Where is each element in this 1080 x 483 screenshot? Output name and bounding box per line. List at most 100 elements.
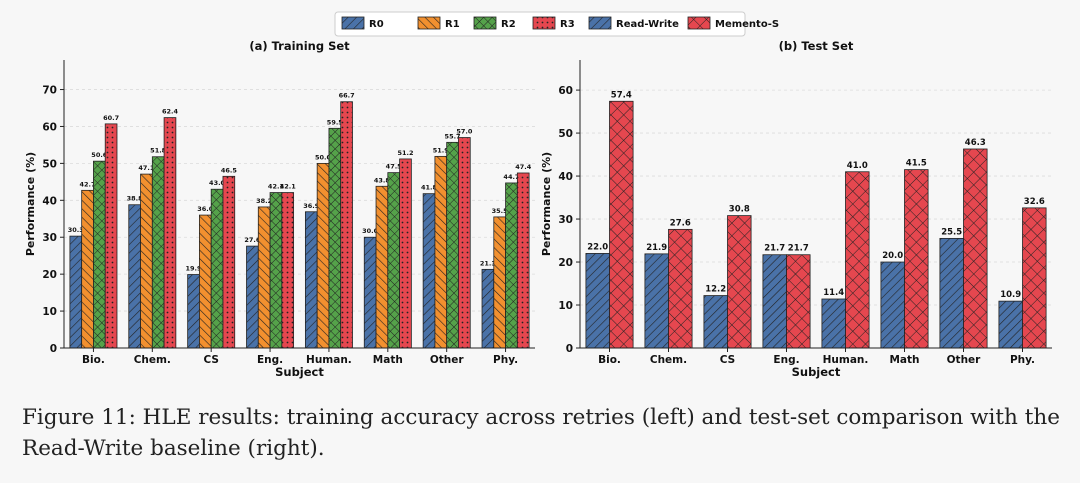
bar-hatch [446, 142, 459, 348]
test-set-chart: 0 10 20 30 40 50 60 22.0 57.4 Bio. 21.9 27.6 Chem. 12… [540, 39, 1052, 379]
data-label: 46.5 [221, 166, 238, 174]
x-axis-label: Subject [792, 365, 841, 379]
bar-hatch [81, 190, 94, 348]
bar-hatch [164, 117, 176, 348]
bar-hatch [482, 269, 494, 348]
data-label: 36.0 [197, 205, 214, 213]
data-label: 60.7 [103, 114, 119, 122]
legend-label-memento-s: Memento-S [715, 19, 779, 30]
x-tick-label: Human. [823, 354, 869, 366]
figure-caption: Figure 11: HLE results: training accurac… [22, 405, 1060, 461]
y-tick-label: 10 [42, 306, 57, 318]
x-tick-label: Human. [306, 354, 352, 366]
y-tick-label: 50 [558, 128, 573, 140]
legend-label-r3: R3 [560, 19, 575, 30]
x-tick-label: Math [889, 354, 919, 366]
legend-label-r0: R0 [369, 19, 384, 30]
bar-hatch [727, 215, 752, 348]
data-label: 21.7 [764, 244, 785, 254]
y-tick-label: 50 [42, 158, 57, 170]
bar-hatch [963, 148, 988, 348]
bar-hatch [93, 161, 106, 348]
x-tick-label: CS [720, 354, 735, 366]
y-tick-label: 30 [42, 232, 57, 244]
data-label: 47.5 [386, 163, 403, 171]
data-label: 27.6 [670, 218, 691, 228]
bar-hatch [517, 172, 530, 348]
y-tick-label: 20 [42, 269, 57, 281]
bar-hatch [1022, 207, 1047, 348]
chart-title: (a) Training Set [249, 39, 350, 53]
y-tick-label: 30 [558, 214, 573, 226]
data-label: 47.1 [138, 164, 155, 172]
data-label: 50.0 [315, 153, 332, 161]
training-set-chart: 0 10 20 30 40 50 60 70 30.3 42.7 50.6 60.7 Bio. 38.8 4… [24, 39, 535, 379]
data-label: 43.8 [374, 176, 391, 184]
bar-hatch [364, 237, 377, 348]
bar-hatch [845, 171, 870, 348]
bar-hatch [246, 246, 259, 348]
data-label: 41.5 [906, 159, 927, 169]
legend-swatch-hatch [342, 17, 364, 29]
data-label: 30.3 [68, 226, 84, 234]
bar-hatch [399, 158, 412, 348]
data-label: 35.5 [492, 207, 509, 215]
y-axis-label: Performance (%) [540, 152, 553, 256]
data-label: 21.9 [646, 243, 667, 253]
bar-hatch [434, 156, 447, 348]
y-tick-label: 20 [558, 257, 573, 269]
bar-hatch [880, 262, 905, 348]
x-tick-label: Other [947, 354, 982, 366]
x-tick-label: Other [430, 354, 465, 366]
legend: R0 R1 R2 R3 Read-Write Memento-S [334, 11, 779, 37]
data-label: 12.2 [705, 285, 726, 295]
legend-label-read-write: Read-Write [616, 19, 679, 30]
data-label: 66.7 [339, 92, 355, 100]
data-label: 62.4 [162, 108, 179, 116]
x-tick-label: Math [373, 354, 403, 366]
legend-swatch-hatch [688, 17, 710, 29]
legend-swatch-hatch [533, 17, 555, 29]
chart-title: (b) Test Set [779, 39, 854, 53]
data-label: 19.9 [186, 265, 203, 273]
data-label: 11.4 [823, 288, 844, 298]
data-label: 21.7 [788, 244, 809, 254]
x-tick-label: Bio. [82, 354, 105, 366]
data-label: 38.2 [256, 197, 272, 205]
legend-swatch-hatch [474, 17, 496, 29]
y-tick-label: 60 [558, 85, 573, 97]
y-tick-label: 40 [42, 195, 57, 207]
bar-hatch [644, 253, 669, 348]
x-tick-label: Eng. [257, 354, 283, 366]
data-label: 30.8 [729, 205, 750, 215]
bar-hatch [105, 123, 117, 348]
data-label: 32.6 [1024, 197, 1045, 207]
bar-hatch [340, 101, 353, 348]
y-tick-label: 0 [50, 343, 57, 355]
data-label: 36.9 [303, 202, 320, 210]
bar-hatch [211, 189, 223, 348]
bar-hatch [317, 163, 329, 348]
data-label: 42.1 [268, 183, 285, 191]
data-label: 41.8 [421, 184, 438, 192]
bar-hatch [998, 301, 1023, 348]
bar-hatch [187, 274, 200, 348]
data-label: 51.9 [433, 146, 450, 154]
bar-hatch [270, 192, 282, 348]
legend-label-r1: R1 [445, 19, 460, 30]
legend-swatch-hatch [418, 17, 440, 29]
bar-hatch [328, 128, 341, 348]
data-label: 27.6 [244, 236, 261, 244]
data-label: 51.8 [150, 147, 167, 155]
data-label: 41.0 [847, 161, 868, 171]
legend-label-r2: R2 [501, 19, 516, 30]
x-axis-label: Subject [275, 365, 324, 379]
data-label: 46.3 [965, 138, 986, 148]
x-tick-label: Phy. [1010, 354, 1035, 366]
bar-hatch [128, 204, 141, 348]
bar-hatch [281, 192, 294, 348]
y-tick-label: 70 [42, 85, 57, 97]
bar-hatch [585, 253, 610, 348]
bar-hatch [786, 254, 811, 348]
bar-hatch [904, 169, 929, 348]
